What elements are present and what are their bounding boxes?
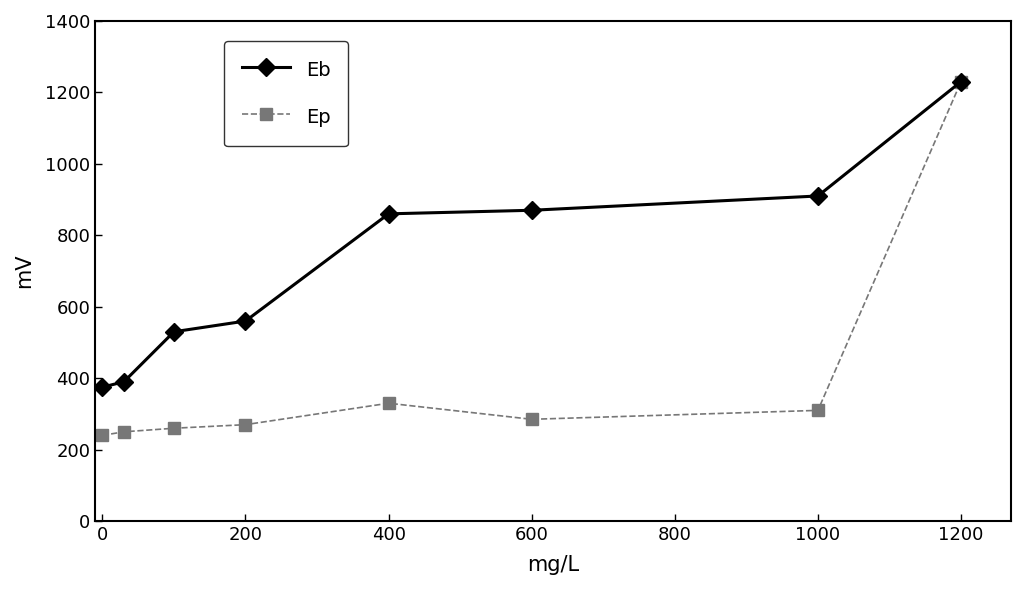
Eb (118, 378, 130, 385)
Line: Ep: Ep (96, 75, 968, 442)
Ep (240, 421, 252, 428)
Y-axis label: mV: mV (14, 254, 34, 288)
Eb (168, 328, 180, 335)
Ep (382, 400, 395, 407)
X-axis label: mg/L: mg/L (527, 555, 579, 575)
Eb (955, 78, 968, 85)
Eb (812, 193, 824, 200)
Ep (118, 428, 130, 435)
Eb (96, 383, 109, 391)
Ep (526, 416, 538, 423)
Legend: Eb, Ep: Eb, Ep (224, 41, 347, 147)
Ep (955, 78, 968, 85)
Line: Eb: Eb (96, 75, 968, 393)
Eb (240, 317, 252, 325)
Eb (382, 210, 395, 217)
Eb (526, 207, 538, 214)
Ep (96, 432, 109, 439)
Ep (812, 407, 824, 414)
Ep (168, 425, 180, 432)
